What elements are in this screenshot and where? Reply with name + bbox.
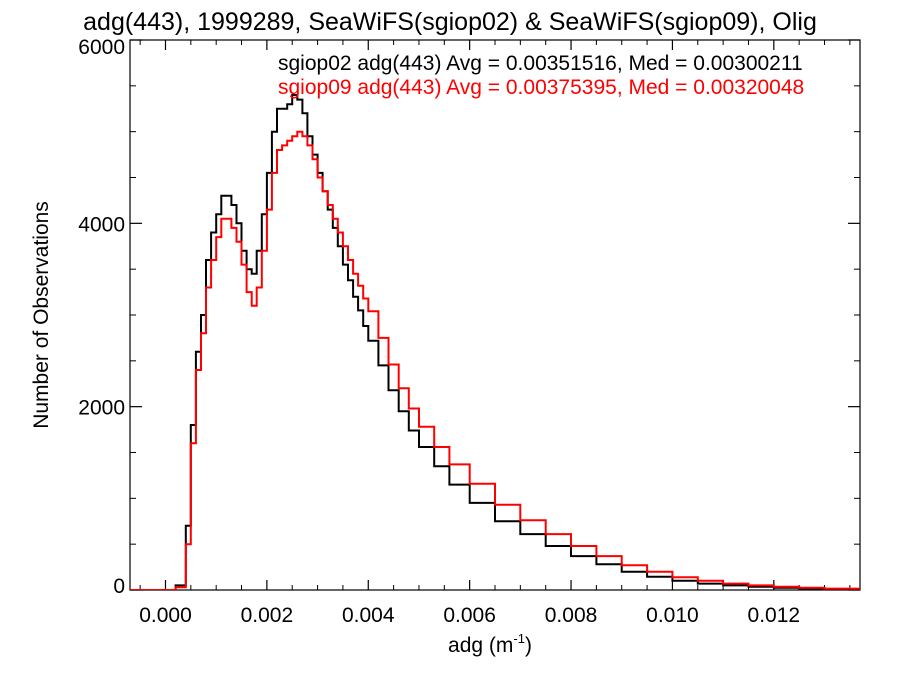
x-tick-label: 0.010 — [646, 604, 699, 627]
x-tick-label: 0.012 — [748, 604, 801, 627]
x-axis: 0.000 0.002 0.004 0.006 0.008 0.010 0.012 — [139, 40, 851, 627]
x-axis-label: adg (m-1) — [448, 631, 532, 657]
series-line-2 — [130, 130, 860, 590]
chart-title: adg(443), 1999289, SeaWiFS(sgiop02) & Se… — [83, 8, 817, 36]
y-axis: 0 2000 4000 6000 — [78, 36, 860, 598]
x-tick-label: 0.004 — [342, 604, 395, 627]
y-tick-label: 6000 — [78, 36, 125, 59]
x-tick-label: 0.000 — [139, 604, 192, 627]
x-tick-label: 0.006 — [443, 604, 496, 627]
x-axis-label-close: ) — [525, 634, 532, 657]
legend: sgiop02 adg(443) Avg = 0.00351516, Med =… — [278, 52, 804, 99]
y-tick-label: 4000 — [78, 213, 125, 236]
x-tick-label: 0.008 — [545, 604, 598, 627]
x-axis-label-superscript: -1 — [513, 631, 525, 646]
x-axis-label-main: adg (m — [448, 634, 513, 657]
legend-entry-1: sgiop02 adg(443) Avg = 0.00351516, Med =… — [278, 52, 803, 75]
series-line-1 — [130, 94, 860, 590]
y-tick-label: 0 — [113, 575, 125, 598]
y-tick-label: 2000 — [78, 397, 125, 420]
legend-entry-2: sgiop09 adg(443) Avg = 0.00375395, Med =… — [278, 76, 804, 99]
series-layer — [130, 94, 860, 590]
x-tick-label: 0.002 — [241, 604, 294, 627]
y-axis-label: Number of Observations — [30, 201, 53, 429]
